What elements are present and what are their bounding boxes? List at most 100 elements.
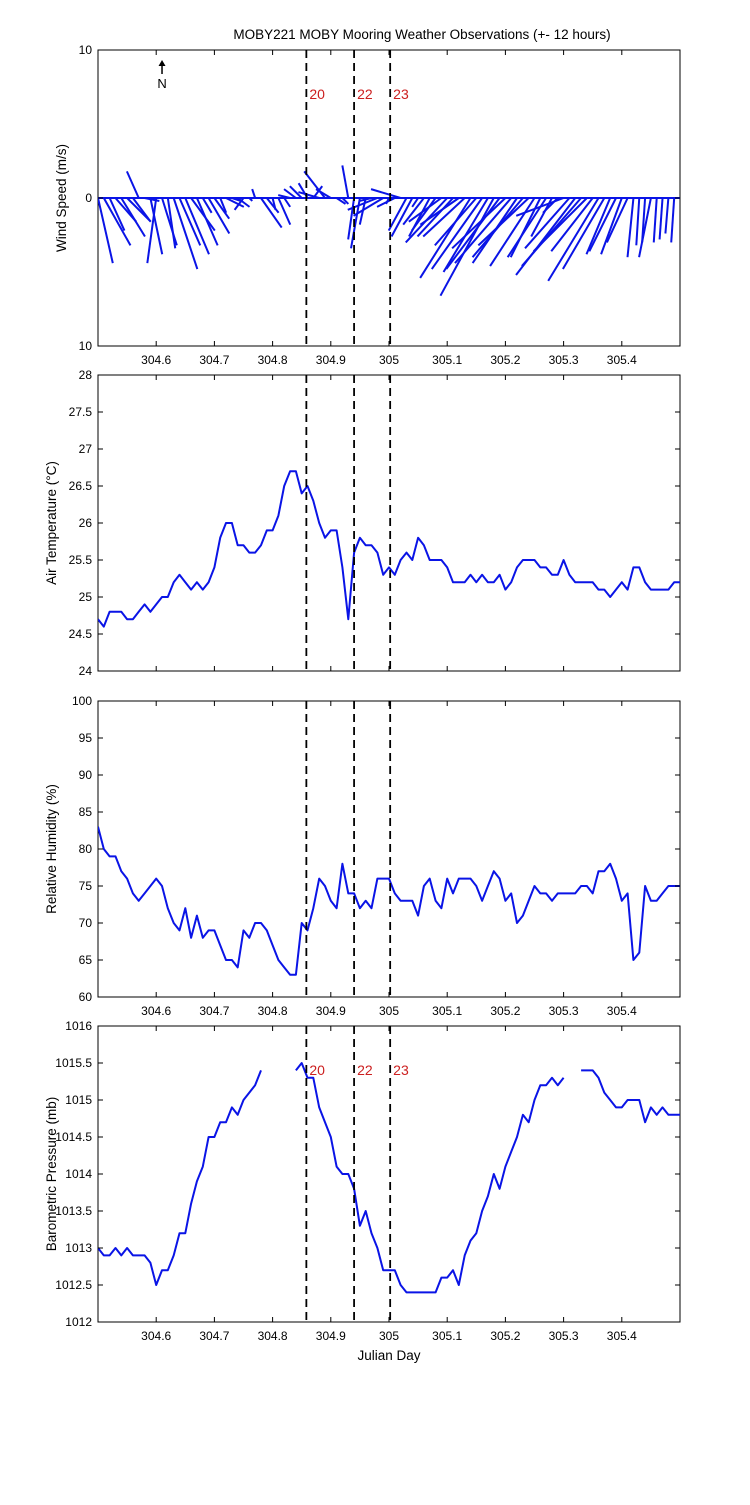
y-tick-label: 25.5: [69, 553, 93, 567]
y-tick-label: 10: [79, 43, 93, 57]
wind-stick: [411, 197, 437, 232]
series-line: [581, 1069, 680, 1124]
wind-stick: [600, 197, 623, 255]
panel-wind: 10 0 10 304.6 304.7 304.8 304.9 305 305.1 305.2 30…: [54, 43, 681, 367]
wind-stick: [120, 197, 146, 238]
wind-stick: [411, 197, 419, 208]
wind-stick: [132, 197, 152, 223]
series-line: [98, 470, 680, 628]
y-tick-label: 80: [79, 842, 93, 856]
wind-stick: [144, 197, 160, 202]
x-tick-label: 304.6: [141, 353, 171, 367]
y-tick-label: 1015.5: [55, 1056, 92, 1070]
wind-stick: [664, 197, 670, 234]
wind-stick: [248, 197, 253, 202]
x-axis-label: Julian Day: [357, 1348, 420, 1363]
x-tick-label: 304.7: [199, 1329, 229, 1343]
wind-stick: [451, 197, 507, 250]
wind-stick: [638, 197, 652, 258]
wind-stick: [125, 170, 140, 199]
y-axis-label: Air Temperature (°C): [44, 461, 59, 585]
wind-stick: [283, 188, 297, 199]
series-line: [98, 826, 680, 976]
x-tick-label: 304.9: [316, 1004, 346, 1018]
wind-stick: [102, 197, 132, 246]
wind-stick: [347, 197, 356, 240]
wind-stick: [547, 197, 600, 282]
wind-stick: [416, 197, 454, 238]
wind-stick: [430, 197, 483, 270]
series-line: [98, 1070, 262, 1286]
wind-stick: [402, 197, 425, 226]
y-tick-label: 1013.5: [55, 1204, 92, 1218]
x-tick-label: 304.8: [258, 1329, 288, 1343]
wind-stick: [108, 197, 126, 231]
y-tick-label: 65: [79, 953, 93, 967]
y-tick-label: 90: [79, 768, 93, 782]
x-tick-label: 305.4: [607, 1329, 637, 1343]
plot-area: [98, 470, 680, 628]
x-tick-label: 305.1: [432, 1004, 462, 1018]
x-tick-label: 305.2: [490, 353, 520, 367]
panels: 10 0 10 304.6 304.7 304.8 304.9 305 305.1 305.2 30…: [44, 43, 681, 1363]
event-marker-label: 20: [309, 86, 325, 102]
y-tick-label: 24: [79, 664, 93, 678]
plot-area: [98, 1062, 680, 1294]
event-marker-label: 23: [393, 1062, 409, 1078]
figure-title: MOBY221 MOBY Mooring Weather Observation…: [233, 27, 610, 42]
y-tick-label: 26: [79, 516, 93, 530]
y-tick-label: 27.5: [69, 405, 93, 419]
wind-stick: [271, 197, 277, 211]
wind-stick: [289, 185, 303, 199]
wind-stick: [315, 188, 332, 199]
y-tick-label: 25: [79, 590, 93, 604]
wind-stick: [658, 197, 664, 240]
wind-stick: [515, 197, 564, 217]
y-tick-label: 10: [79, 339, 93, 353]
x-tick-label: 304.8: [258, 353, 288, 367]
wind-stick: [454, 197, 512, 264]
wind-stick: [341, 197, 350, 205]
wind-stick: [524, 197, 571, 249]
x-tick-label: 305: [379, 353, 399, 367]
wind-stick: [283, 197, 291, 208]
wind-stick: [231, 197, 242, 202]
y-tick-label: 27: [79, 442, 93, 456]
wind-stick: [178, 197, 202, 246]
wind-stick: [190, 197, 216, 232]
wind-stick: [298, 191, 320, 199]
y-tick-label: 0: [85, 191, 92, 205]
x-tick-label: 305.1: [432, 1329, 462, 1343]
north-arrow-icon: [158, 60, 166, 74]
y-tick-label: 24.5: [69, 627, 93, 641]
wind-stick: [390, 197, 414, 237]
x-tick-label: 305.4: [607, 353, 637, 367]
y-tick-label: 1014.5: [55, 1130, 92, 1144]
wind-stick: [605, 197, 629, 243]
wind-stick: [265, 197, 280, 214]
x-tick-label: 304.9: [316, 1329, 346, 1343]
wind-stick: [626, 197, 635, 258]
wind-stick: [670, 197, 676, 243]
y-tick-label: 70: [79, 916, 93, 930]
x-tick-label: 305: [379, 1004, 399, 1018]
x-tick-label: 305.2: [490, 1004, 520, 1018]
y-axis-label: Wind Speed (m/s): [54, 144, 69, 252]
y-tick-label: 28: [79, 368, 93, 382]
x-tick-label: 304.6: [141, 1329, 171, 1343]
north-arrow-label: N: [157, 76, 166, 91]
y-tick-label: 1014: [65, 1167, 92, 1181]
x-tick-label: 304.8: [258, 1004, 288, 1018]
wind-stick: [550, 197, 594, 252]
y-axis-label: Relative Humidity (%): [44, 784, 59, 914]
wind-stick: [336, 197, 347, 205]
x-tick-label: 305.3: [549, 1329, 579, 1343]
y-tick-label: 85: [79, 805, 93, 819]
y-tick-label: 26.5: [69, 479, 93, 493]
event-marker-label: 20: [309, 1062, 325, 1078]
x-tick-label: 305.2: [490, 1329, 520, 1343]
y-tick-label: 1016: [65, 1019, 92, 1033]
wind-stick: [237, 197, 251, 208]
